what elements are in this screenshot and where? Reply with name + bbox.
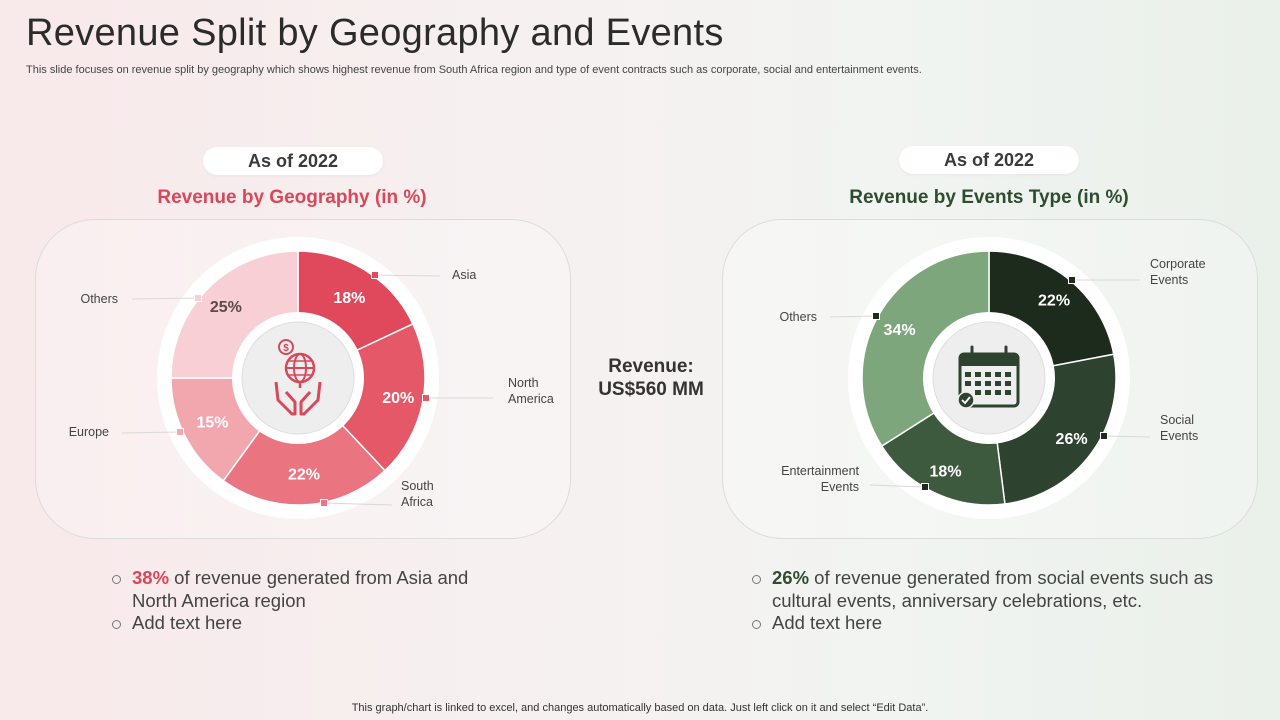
- category-label: Asia: [452, 268, 476, 282]
- geography-bullets: 38% of revenue generated from Asia and N…: [112, 567, 492, 635]
- leader-line: [121, 431, 181, 434]
- bullet-circle-icon: [112, 620, 121, 629]
- bullet-circle-icon: [752, 575, 761, 584]
- leader-line: [1103, 435, 1151, 438]
- leader-dot: [1068, 276, 1076, 284]
- bullet-item: Add text here: [752, 612, 1222, 635]
- bullet-highlight: 26%: [772, 567, 810, 588]
- slice-value-label: 34%: [884, 322, 916, 339]
- revenue-label: Revenue:: [608, 356, 694, 377]
- category-label: Events: [1150, 273, 1188, 287]
- events-chart-title: Revenue by Events Type (in %): [849, 187, 1129, 208]
- leader-dot: [194, 294, 202, 302]
- category-label: Social: [1160, 413, 1194, 427]
- right-year-badge: As of 2022: [899, 146, 1079, 174]
- bullet-text: of revenue generated from Asia and North…: [132, 567, 469, 611]
- category-label: South: [401, 479, 434, 493]
- bullet-circle-icon: [112, 575, 121, 584]
- revenue-summary: Revenue: US$560 MM: [580, 355, 722, 401]
- leader-line: [829, 315, 877, 318]
- events-donut-chart: 22% 26% 18% 34% Corporate Events Social Events E…: [779, 237, 1206, 519]
- footer-note: This graph/chart is linked to excel, and…: [351, 702, 929, 714]
- category-label: Europe: [69, 425, 109, 439]
- category-label: Others: [80, 292, 118, 306]
- bullet-highlight: 38%: [132, 567, 170, 588]
- category-label: Others: [779, 310, 817, 324]
- category-label: Events: [1160, 429, 1198, 443]
- slice-value-label: 18%: [333, 290, 365, 307]
- bullet-item: Add text here: [112, 612, 492, 635]
- bullet-text: of revenue generated from social events …: [772, 567, 1214, 611]
- leader-line: [131, 297, 199, 300]
- leader-dot: [320, 499, 328, 507]
- bullet-item: 38% of revenue generated from Asia and N…: [112, 567, 492, 612]
- category-label: Africa: [401, 495, 433, 509]
- slice-value-label: 25%: [210, 299, 242, 316]
- calendar-check-icon: [957, 345, 1020, 409]
- left-year-badge: As of 2022: [203, 147, 383, 175]
- category-label: Events: [821, 480, 859, 494]
- geography-donut-chart: 18% 20% 22% 15% 25% Asia North America South Afri…: [69, 237, 554, 519]
- slice-value-label: 22%: [1038, 292, 1070, 309]
- category-label: America: [508, 392, 554, 406]
- page-subtitle: This slide focuses on revenue split by g…: [26, 64, 922, 76]
- category-label: Corporate: [1150, 257, 1206, 271]
- events-bullets: 26% of revenue generated from social eve…: [752, 567, 1222, 635]
- svg-text:$: $: [283, 343, 289, 354]
- bullet-text: Add text here: [132, 612, 243, 633]
- leader-dot: [422, 394, 430, 402]
- leader-dot: [872, 312, 880, 320]
- leader-dot: [1100, 432, 1108, 440]
- revenue-value: US$560 MM: [598, 379, 704, 400]
- globe-money-hands-icon: $: [274, 339, 322, 416]
- category-label: North: [508, 376, 539, 390]
- slice-value-label: 15%: [197, 415, 229, 432]
- leader-line: [323, 502, 393, 506]
- donut-center: [932, 321, 1046, 435]
- leader-dot: [176, 428, 184, 436]
- geography-chart-title: Revenue by Geography (in %): [157, 187, 427, 208]
- bullet-item: 26% of revenue generated from social eve…: [752, 567, 1222, 612]
- leader-line: [869, 484, 926, 488]
- category-label: Entertainment: [781, 464, 859, 478]
- bullet-circle-icon: [752, 620, 761, 629]
- donut-center: [241, 321, 355, 435]
- leader-dot: [371, 271, 379, 279]
- page-title: Revenue Split by Geography and Events: [26, 12, 724, 54]
- bullet-text: Add text here: [772, 612, 883, 633]
- slice-value-label: 22%: [288, 467, 320, 484]
- slice-value-label: 26%: [1056, 431, 1088, 448]
- slice-value-label: 18%: [930, 463, 962, 480]
- slice-value-label: 20%: [382, 390, 414, 407]
- leader-dot: [921, 483, 929, 491]
- leader-line: [374, 274, 441, 277]
